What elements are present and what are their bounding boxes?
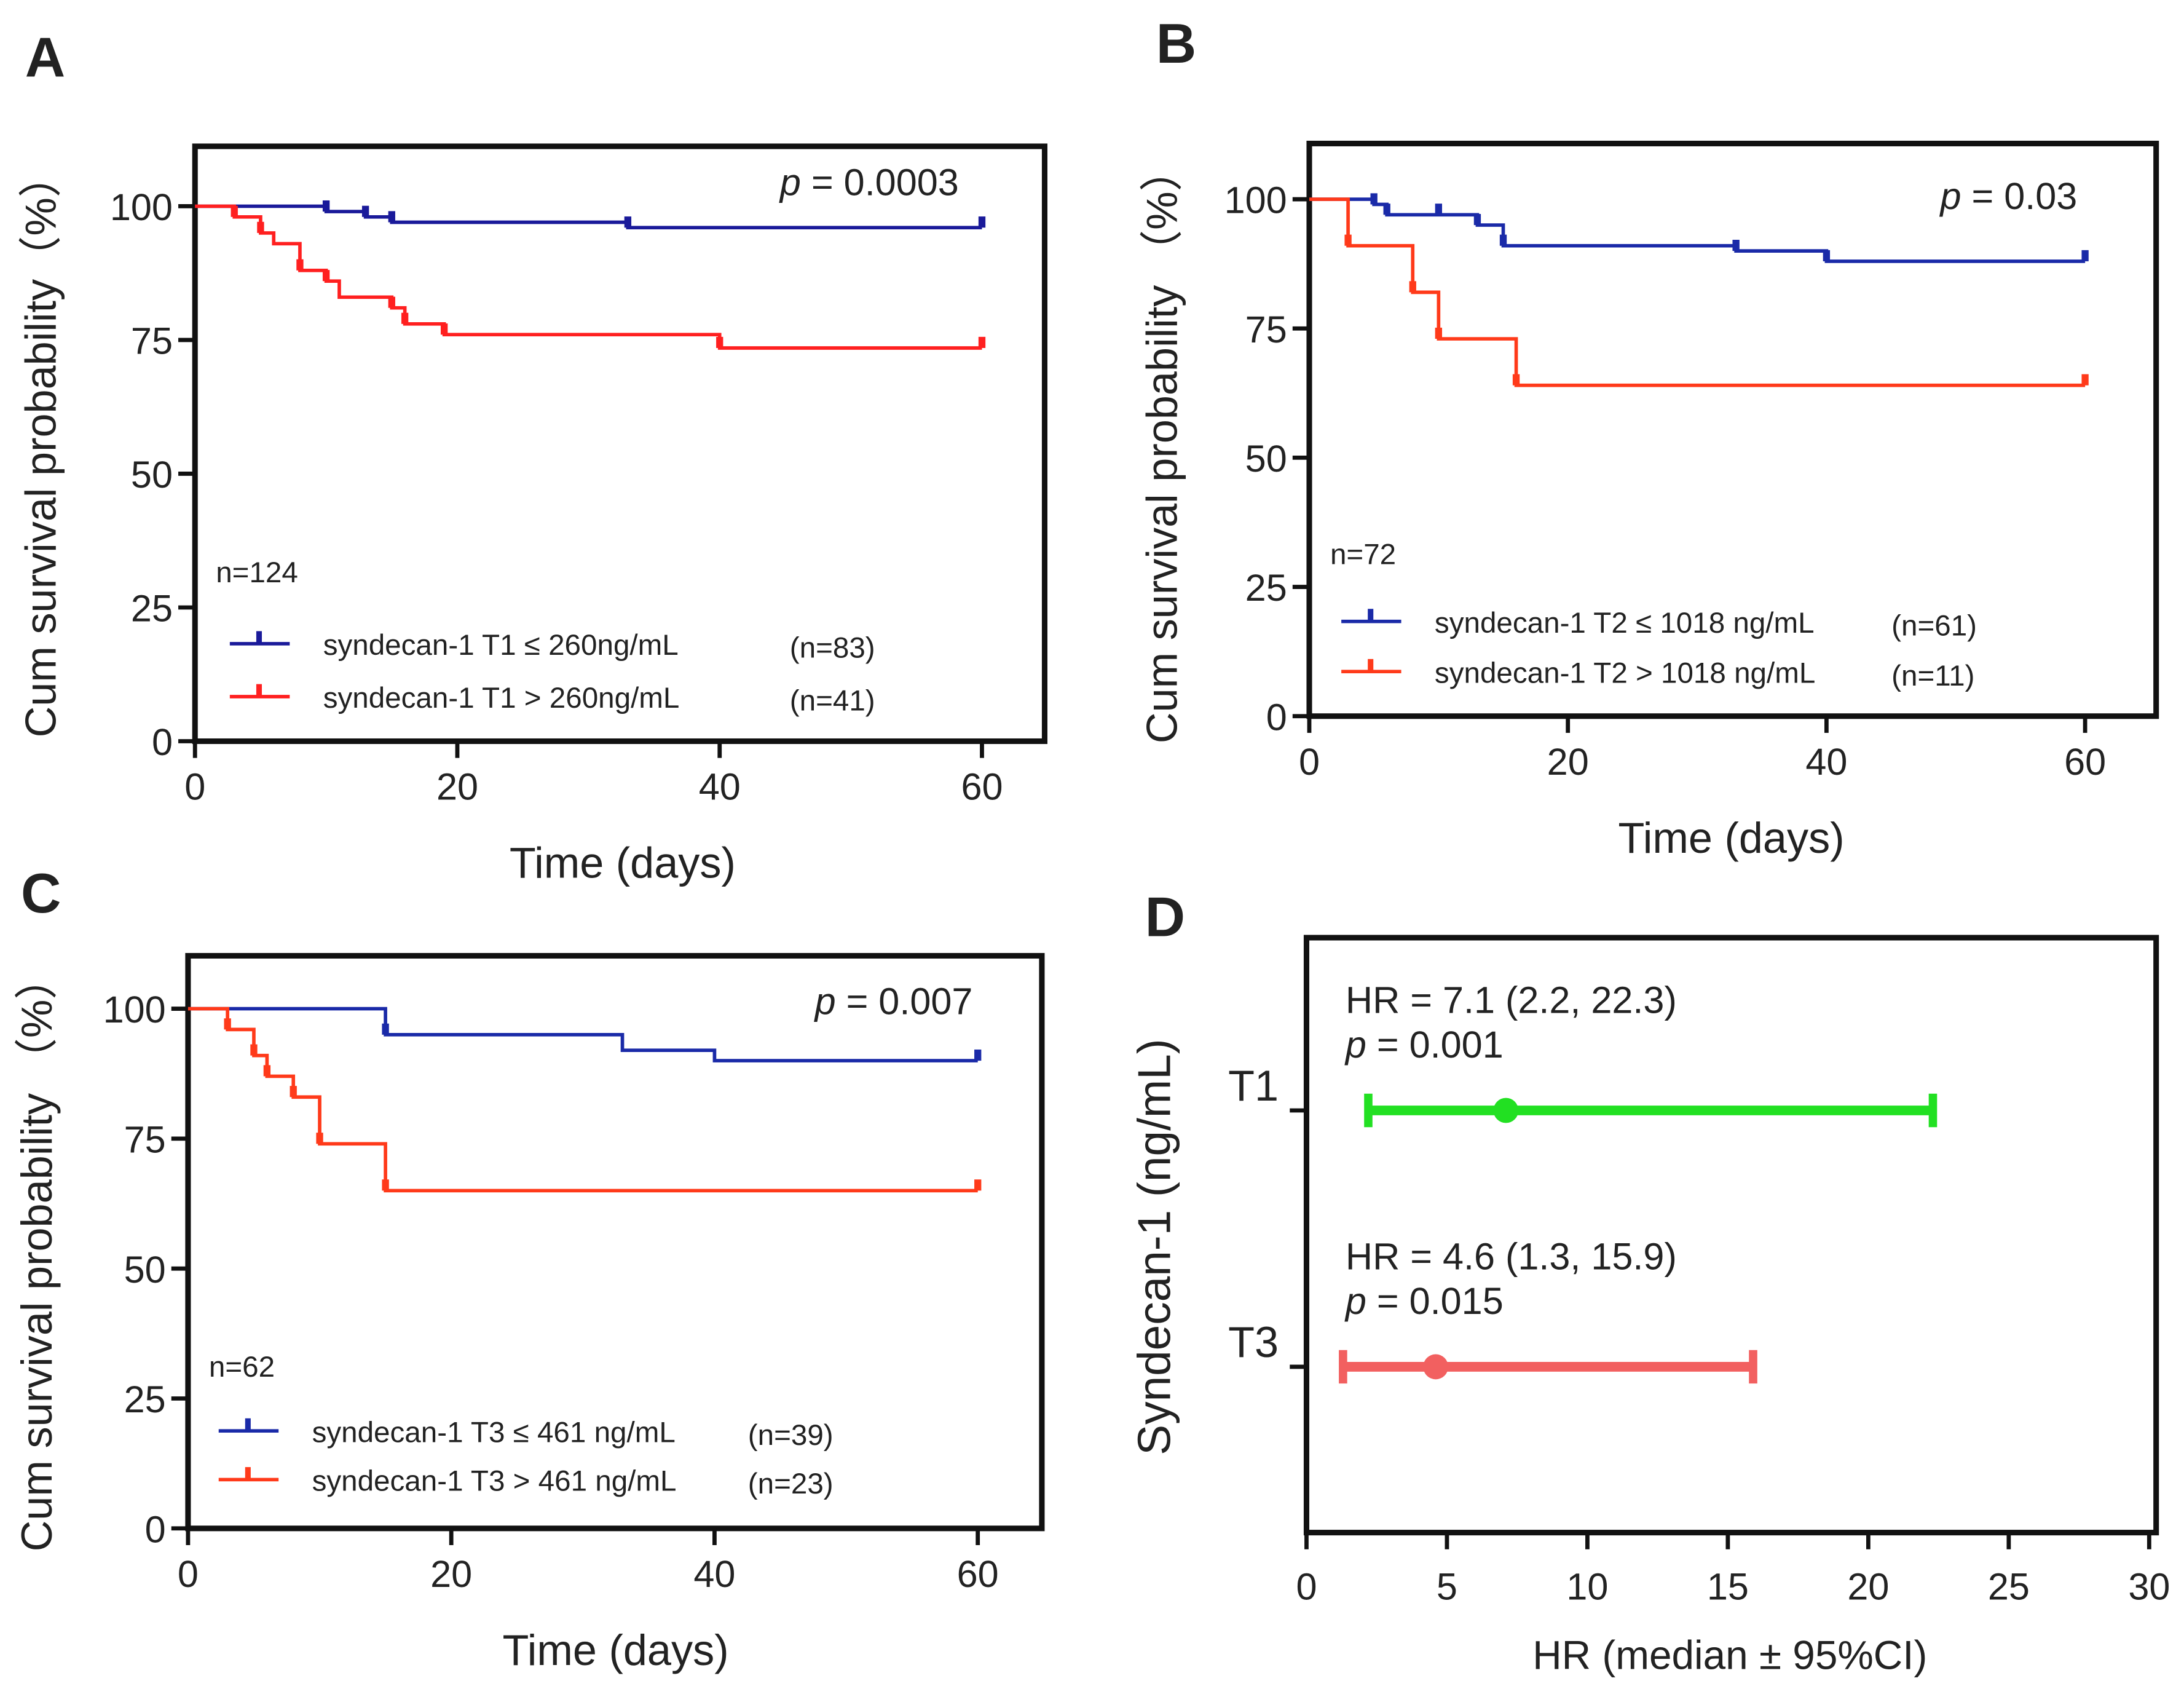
row-label: T1 [1228, 1061, 1279, 1110]
survival-curve [195, 204, 982, 230]
panel-D: D 0 5 10 15 20 25 30 HR (median ± 95%CI) Syndecan… [1128, 887, 2170, 1678]
plot-frame [192, 143, 1047, 745]
panel-label: D [1145, 887, 1185, 949]
x-tick-label: 20 [1547, 741, 1589, 783]
y-tick-label: 75 [1245, 309, 1287, 350]
sample-size: n=72 [1330, 539, 1396, 571]
panel-label: A [25, 27, 65, 89]
x-tick-label: 60 [957, 1553, 999, 1595]
p-symbol: p [814, 981, 836, 1023]
legend-count: (n=83) [790, 632, 875, 665]
sample-size: n=124 [216, 556, 298, 589]
legend-label: syndecan-1 T1 ≤ 260ng/mL [323, 629, 679, 662]
x-axis-label: Time (days) [502, 1626, 728, 1674]
plot-frame [185, 952, 1045, 1532]
p-value-text: = 0.03 [1961, 175, 2077, 217]
x-tick-label: 0 [1299, 741, 1320, 783]
y-tick-label: 50 [124, 1249, 166, 1291]
y-tick-label: 25 [1245, 567, 1287, 609]
y-tick-label: 75 [131, 320, 173, 362]
p-value: p = 0.0003 [779, 161, 959, 203]
x-tick-label: 5 [1437, 1565, 1457, 1607]
p-symbol: p [1939, 175, 1961, 217]
x-tick-label: 60 [2064, 741, 2106, 783]
panel-label: C [21, 863, 61, 925]
survival-curve [187, 1007, 978, 1193]
legend-count: (n=41) [790, 685, 875, 718]
plot-frame [1303, 935, 2159, 1536]
x-tick-label: 20 [430, 1553, 472, 1595]
legend-label: syndecan-1 T2 > 1018 ng/mL [1435, 657, 1815, 689]
x-tick-label: 40 [699, 766, 741, 808]
legend-label: syndecan-1 T3 > 461 ng/mL [312, 1465, 677, 1498]
y-tick-label: 25 [131, 588, 173, 630]
x-tick-label: 40 [1805, 741, 1847, 783]
y-axis-label: Syndecan-1 (ng/mL) [1128, 1038, 1180, 1455]
y-axis-label: Cum survival probability（%） [17, 154, 65, 737]
y-axis-label: Cum survival probability （%） [1138, 148, 1186, 743]
legend-count: (n=23) [748, 1468, 834, 1500]
hr-annotation: HR = 7.1 (2.2, 22.3) [1346, 979, 1677, 1021]
p-value-text: = 0.015 [1366, 1280, 1504, 1322]
p-value: p = 0.03 [1939, 175, 2077, 217]
x-axis-label: Time (days) [510, 839, 736, 887]
p-symbol: p [1344, 1280, 1366, 1322]
panel-B: B 0 20 40 60 0 25 50 75 100 Time (days) Cum surviva… [1138, 13, 2159, 862]
legend-count: (n=11) [1891, 660, 1974, 692]
x-tick-label: 0 [184, 766, 205, 808]
p-symbol: p [779, 161, 801, 203]
y-tick-label: 0 [152, 721, 173, 763]
x-tick-label: 60 [961, 766, 1003, 808]
panel-A: A 0 20 40 60 0 25 50 75 100 Time (days) Cum surviva… [17, 27, 1047, 887]
p-symbol: p [1344, 1024, 1366, 1066]
x-tick-label: 0 [1296, 1565, 1317, 1607]
p-value: p = 0.015 [1344, 1280, 1504, 1322]
row-label: T3 [1228, 1318, 1279, 1366]
p-value: p = 0.007 [814, 981, 973, 1023]
x-axis-label: Time (days) [1618, 813, 1845, 862]
y-tick-label: 0 [1266, 696, 1287, 738]
y-axis-label: Cum survival probability （%） [12, 956, 61, 1551]
legend-label: syndecan-1 T1 > 260ng/mL [323, 682, 680, 714]
y-tick-label: 100 [103, 989, 166, 1030]
legend-count: (n=39) [748, 1419, 834, 1452]
p-value-text: = 0.001 [1366, 1024, 1504, 1066]
legend-count: (n=61) [1891, 609, 1977, 642]
panel-label: B [1156, 13, 1196, 75]
y-tick-label: 0 [145, 1508, 166, 1550]
x-tick-label: 25 [1988, 1565, 2030, 1607]
hr-annotation: HR = 4.6 (1.3, 15.9) [1346, 1235, 1677, 1277]
x-tick-label: 20 [436, 766, 478, 808]
x-tick-label: 10 [1566, 1565, 1608, 1607]
legend-label: syndecan-1 T3 ≤ 461 ng/mL [312, 1416, 676, 1449]
y-tick-label: 100 [110, 186, 173, 228]
p-value: p = 0.001 [1344, 1024, 1504, 1066]
p-value-text: = 0.007 [836, 981, 973, 1023]
x-tick-label: 30 [2128, 1565, 2170, 1607]
survival-curve [187, 1007, 978, 1062]
x-axis-label: HR (median ± 95%CI) [1532, 1633, 1927, 1678]
y-tick-label: 50 [131, 454, 173, 496]
y-tick-label: 25 [124, 1379, 166, 1420]
p-value-text: = 0.0003 [801, 161, 959, 203]
hr-point [1493, 1098, 1519, 1123]
legend-label: syndecan-1 T2 ≤ 1018 ng/mL [1435, 607, 1815, 639]
x-tick-label: 15 [1707, 1565, 1749, 1607]
hr-point [1423, 1354, 1449, 1380]
y-tick-label: 50 [1245, 438, 1287, 480]
x-tick-label: 20 [1847, 1565, 1889, 1607]
x-tick-label: 0 [178, 1553, 199, 1595]
x-tick-label: 40 [693, 1553, 735, 1595]
panel-C: C 0 20 40 60 0 25 50 75 100 Time (days) Cum surviva… [12, 863, 1045, 1674]
y-tick-label: 100 [1224, 180, 1287, 221]
y-tick-label: 75 [124, 1119, 166, 1161]
survival-curve [1309, 197, 2086, 387]
sample-size: n=62 [209, 1351, 275, 1383]
plot-frame [1306, 140, 2159, 719]
